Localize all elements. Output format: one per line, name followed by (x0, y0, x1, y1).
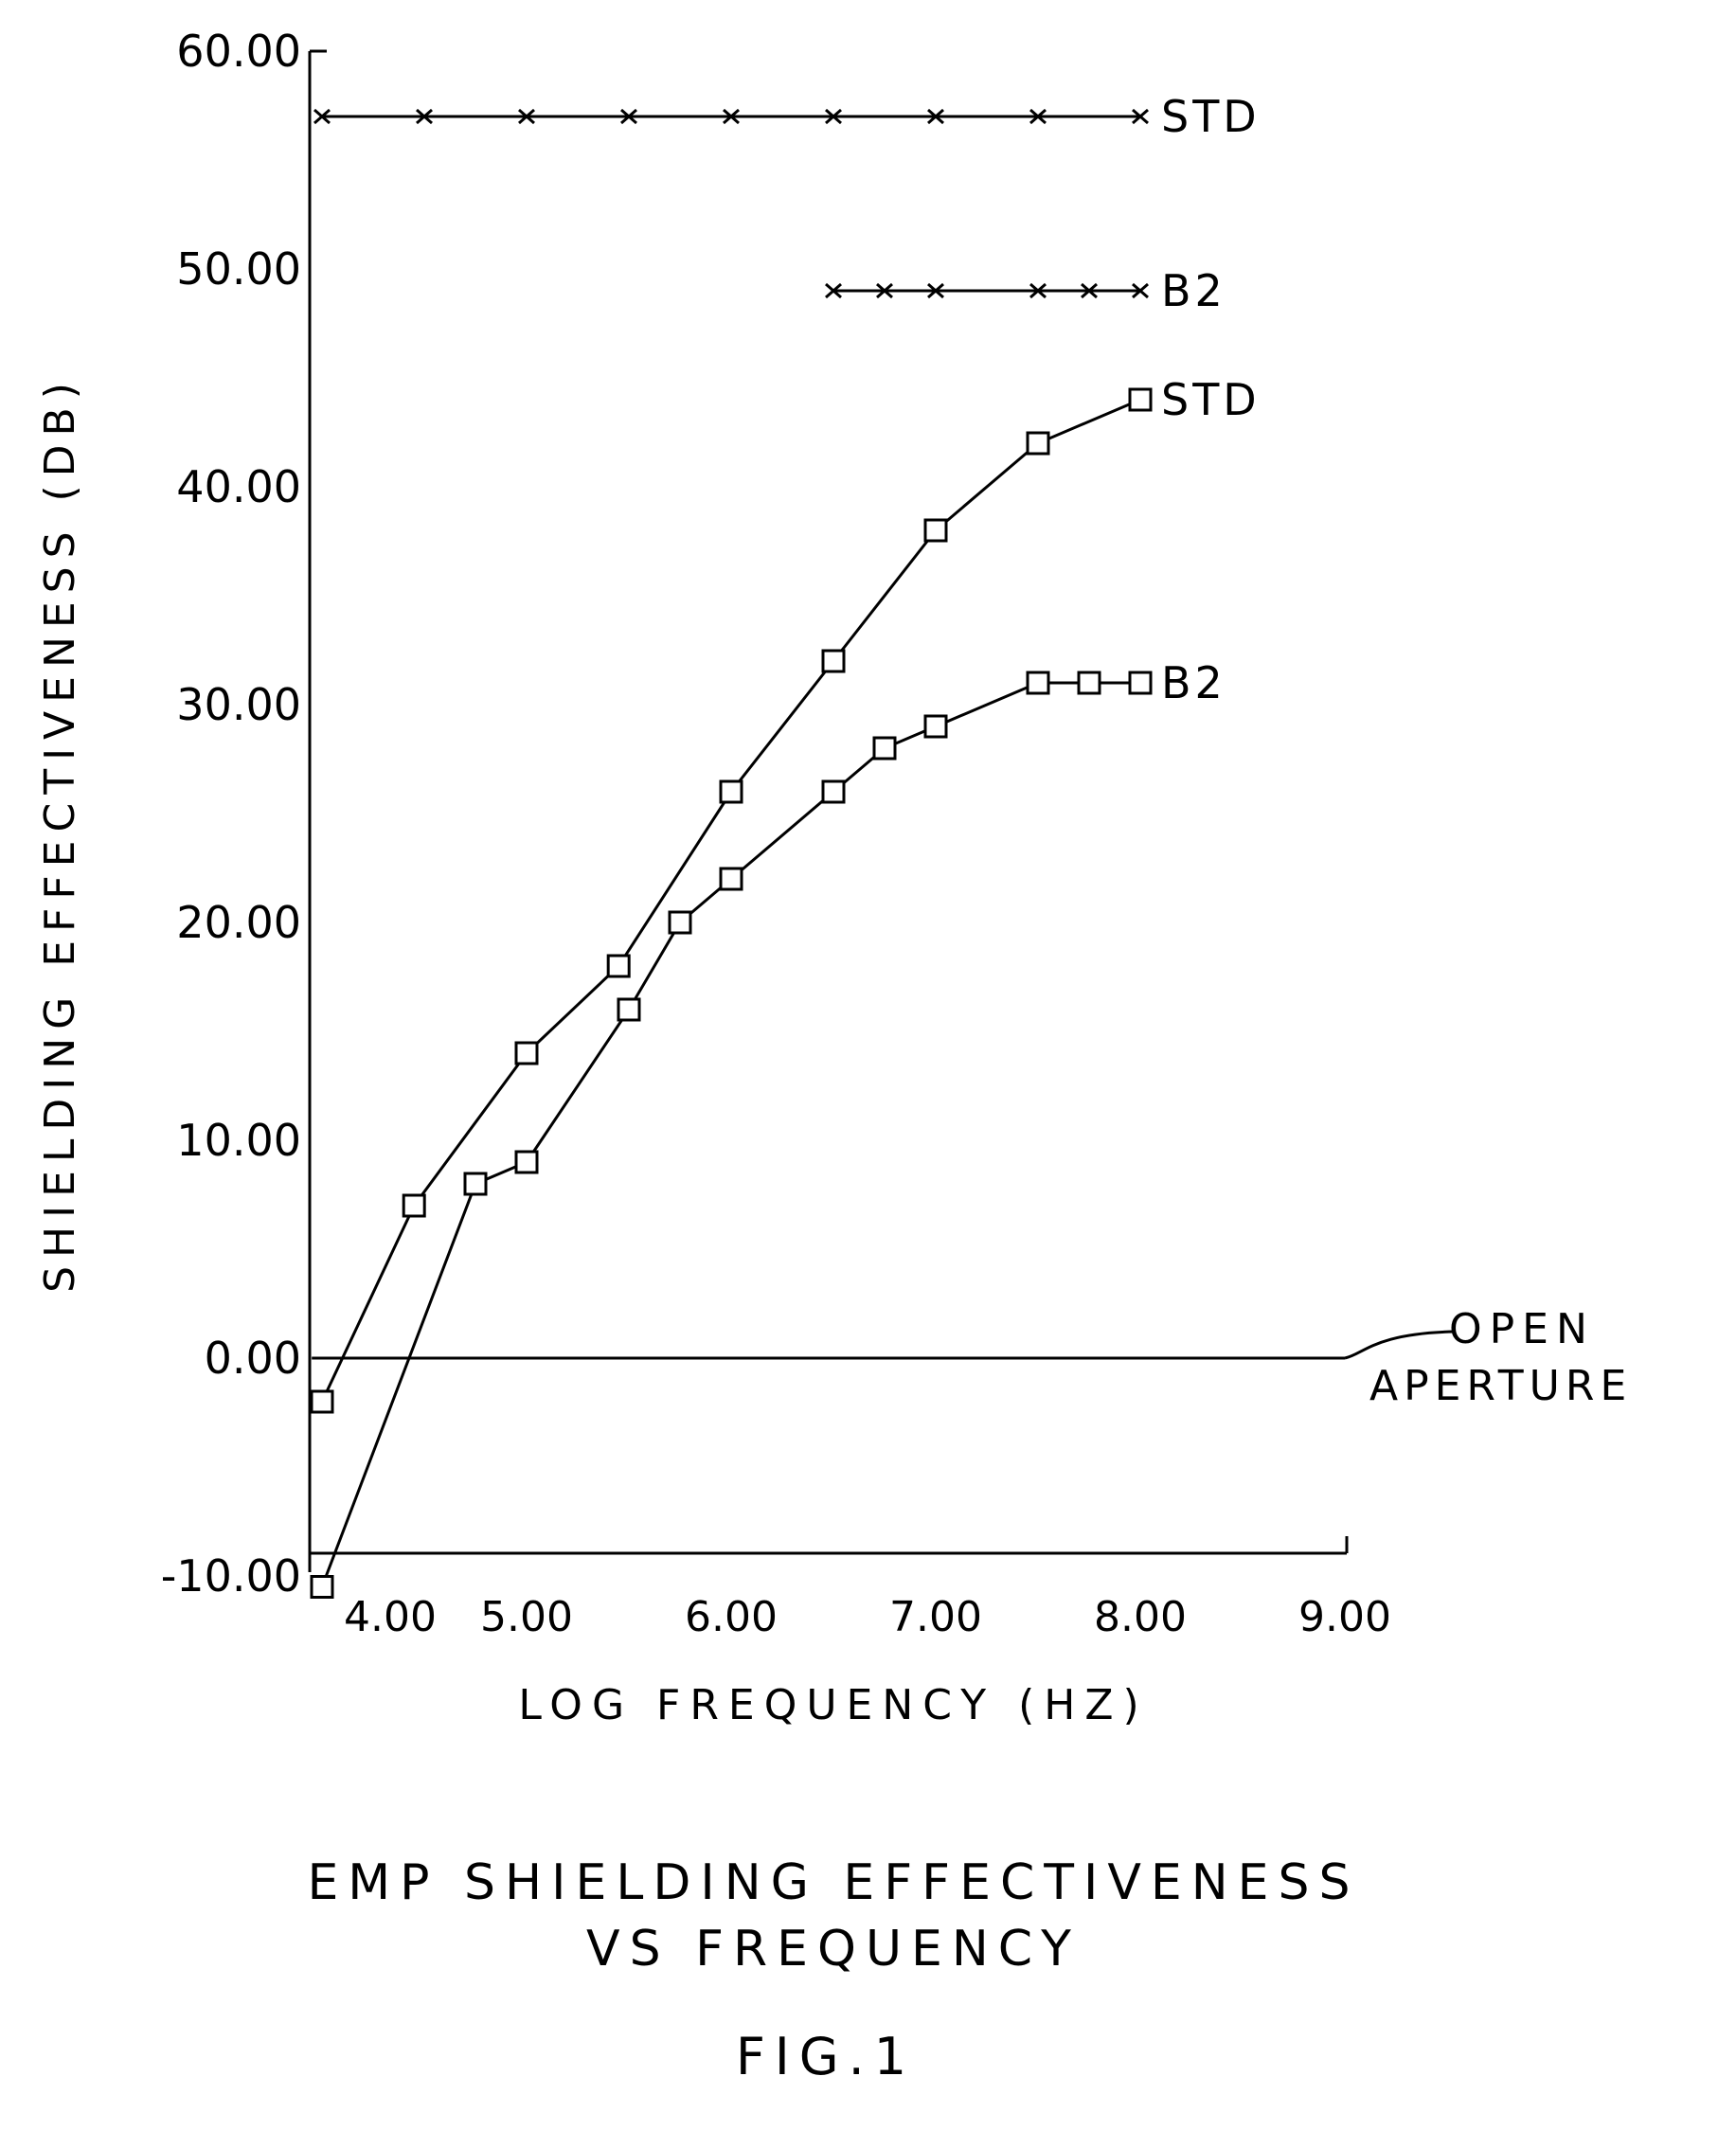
x-tick-label: 7.00 (889, 1593, 982, 1641)
series-label: STD (1161, 91, 1261, 142)
square-marker (1077, 671, 1101, 695)
x-tick-label: 5.00 (480, 1593, 573, 1641)
square-marker (402, 1193, 426, 1218)
series-b2-square: B2 (310, 657, 1226, 1599)
series-line (320, 398, 1141, 1403)
y-tick-label: 10.00 (176, 1115, 301, 1166)
square-marker (310, 1575, 334, 1599)
square-marker (514, 1041, 539, 1065)
figure-label: FIG.1 (736, 2027, 916, 2086)
x-marker (1029, 108, 1047, 125)
x-marker (927, 108, 944, 125)
square-marker (719, 779, 743, 804)
x-marker (876, 282, 893, 299)
square-marker (1128, 671, 1153, 695)
series-std-x: STD (313, 91, 1261, 142)
x-marker (1029, 282, 1047, 299)
series-label: B2 (1161, 657, 1226, 708)
square-marker (719, 867, 743, 891)
open-aperture-leader (1344, 1330, 1455, 1360)
y-tick-label: 30.00 (176, 679, 301, 730)
square-marker (1026, 431, 1050, 456)
x-marker (416, 108, 433, 125)
x-axis-label: LOG FREQUENCY (HZ) (518, 1681, 1148, 1729)
x-marker (313, 108, 331, 125)
x-marker (723, 108, 740, 125)
series-label: B2 (1161, 265, 1226, 316)
tick-labels: 60.00 50.00 40.00 30.00 20.00 10.00 0.00 -10.00… (161, 26, 1391, 1641)
square-marker (923, 714, 948, 739)
axes (308, 49, 1455, 1572)
y-tick-label: 40.00 (176, 461, 301, 512)
series-b2-x: B2 (825, 265, 1226, 316)
series-std-square: STD (310, 374, 1261, 1414)
square-marker (1026, 671, 1050, 695)
square-marker (668, 910, 692, 935)
square-marker (821, 649, 846, 673)
square-marker (463, 1172, 488, 1196)
open-aperture-label-2: APERTURE (1369, 1362, 1632, 1410)
series-group: STD B2 STD B2 (310, 91, 1345, 1599)
square-marker (617, 997, 641, 1022)
labels-group: SHIELDING EFFECTIVENESS (DB) LOG FREQUEN… (36, 374, 1632, 2086)
x-marker (1132, 108, 1149, 125)
y-tick-label: 60.00 (176, 26, 301, 77)
chart-title: EMP SHIELDING EFFECTIVENESS (307, 1854, 1359, 1911)
y-tick-label: -10.00 (161, 1550, 301, 1602)
square-marker (310, 1389, 334, 1414)
x-marker (1081, 282, 1098, 299)
square-marker (821, 779, 846, 804)
x-marker (620, 108, 637, 125)
x-marker (518, 108, 535, 125)
y-axis-label: SHIELDING EFFECTIVENESS (DB) (36, 374, 84, 1293)
x-marker (927, 282, 944, 299)
open-aperture-label-1: OPEN (1449, 1305, 1595, 1353)
square-marker (923, 518, 948, 543)
series-label: STD (1161, 374, 1261, 425)
x-marker (825, 282, 842, 299)
x-tick-label: 6.00 (685, 1593, 778, 1641)
square-marker (872, 736, 897, 761)
square-marker (1128, 387, 1153, 412)
x-tick-label: 8.00 (1094, 1593, 1187, 1641)
x-marker (1132, 282, 1149, 299)
chart-title-line2: VS FREQUENCY (586, 1921, 1081, 1978)
series-line (320, 681, 1140, 1588)
x-marker (825, 108, 842, 125)
y-tick-label: 0.00 (205, 1333, 301, 1384)
square-marker (514, 1150, 539, 1174)
y-tick-label: 50.00 (176, 243, 301, 295)
x-tick-label: 4.00 (344, 1593, 437, 1641)
x-tick-label: 9.00 (1298, 1593, 1391, 1641)
square-marker (606, 954, 631, 978)
y-tick-label: 20.00 (176, 897, 301, 948)
